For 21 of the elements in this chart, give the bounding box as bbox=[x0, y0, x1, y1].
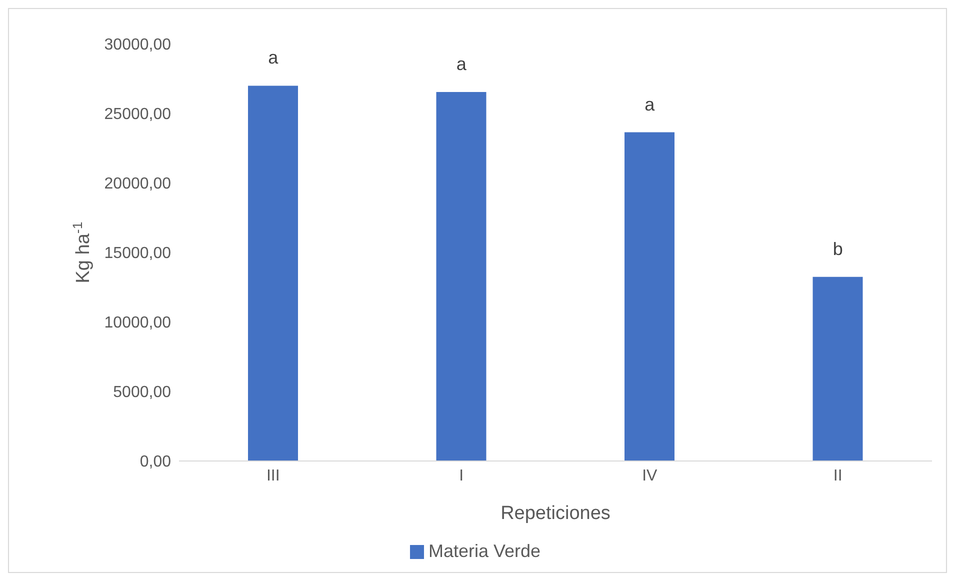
y-tick-label: 0,00 bbox=[140, 454, 172, 471]
y-tick-label: 30000,00 bbox=[104, 36, 172, 54]
annotation: a bbox=[644, 94, 656, 114]
annotation: b bbox=[832, 238, 843, 259]
legend-label: Materia Verde bbox=[428, 541, 541, 561]
x-tick-label: I bbox=[459, 467, 464, 484]
y-tick-label: 5000,00 bbox=[113, 384, 172, 402]
bar bbox=[248, 86, 298, 461]
bar bbox=[436, 92, 486, 461]
y-tick-label: 25000,00 bbox=[104, 106, 172, 124]
bar bbox=[624, 132, 674, 461]
bar bbox=[812, 276, 863, 461]
annotation: a bbox=[456, 54, 468, 74]
x-tick-label: II bbox=[833, 467, 842, 484]
y-tick-label: 10000,00 bbox=[104, 314, 172, 332]
x-tick-label: III bbox=[266, 467, 280, 484]
x-tick-label: IV bbox=[642, 467, 658, 484]
x-axis-title: Repeticiones bbox=[500, 503, 610, 524]
annotation: a bbox=[268, 48, 280, 68]
y-tick-label: 15000,00 bbox=[104, 245, 172, 262]
y-tick-label: 20000,00 bbox=[104, 176, 172, 193]
